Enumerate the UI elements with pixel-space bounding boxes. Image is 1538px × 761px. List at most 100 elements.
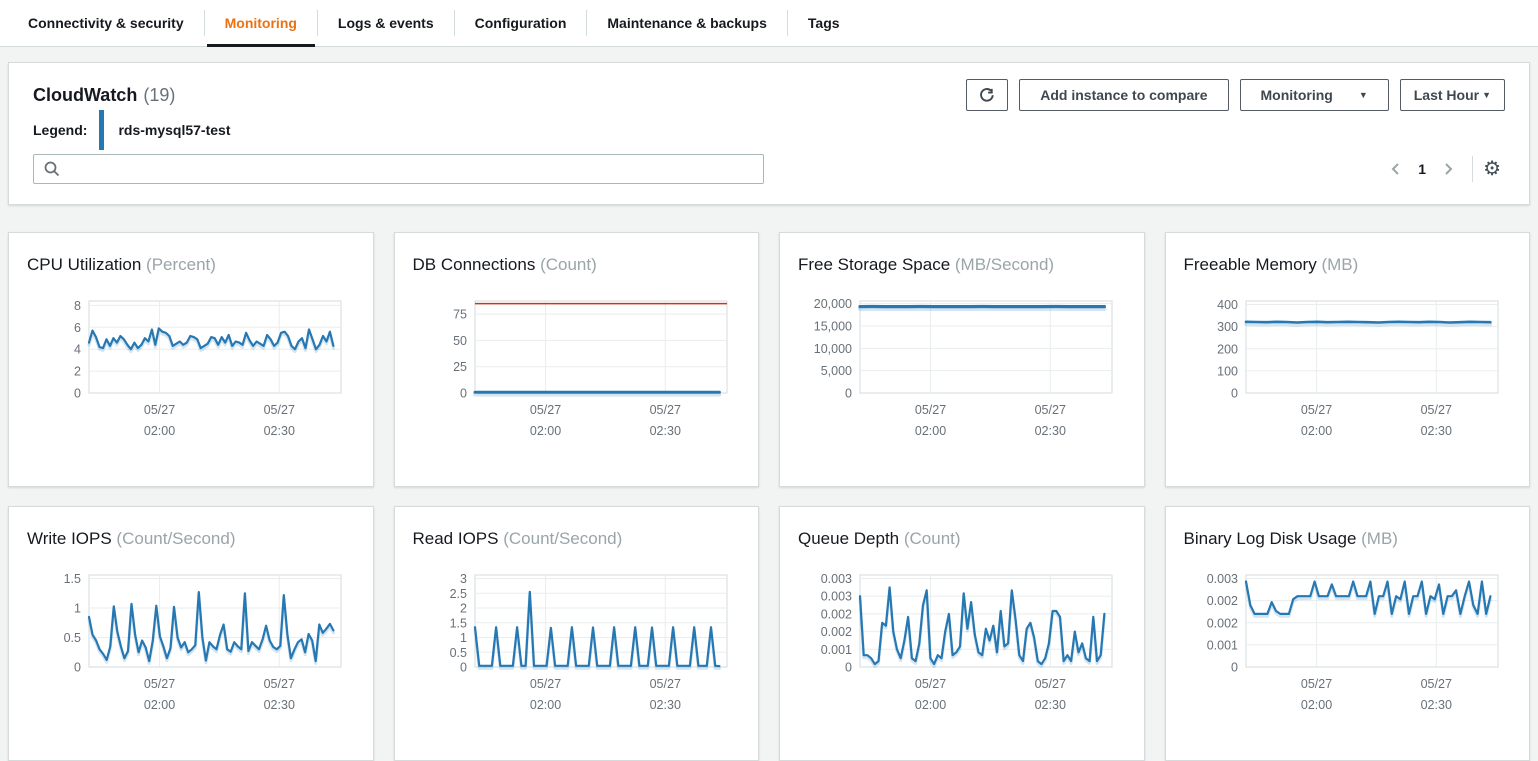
- metric-card-db-connections[interactable]: DB Connections (Count) 0 25 50 75 05/27 02:00 0…: [393, 232, 759, 487]
- pagination: 1 ⚙: [1384, 156, 1505, 182]
- svg-text:05/27: 05/27: [1300, 677, 1331, 691]
- metric-card-write-iops[interactable]: Write IOPS (Count/Second) 0 0.5 1 1.5 05/27 02…: [8, 506, 374, 761]
- previous-page-button[interactable]: [1384, 157, 1408, 181]
- metrics-grid: CPU Utilization (Percent) 0 2 4 6 8 05/27 02:00…: [8, 232, 1530, 761]
- svg-text:02:00: 02:00: [529, 698, 560, 712]
- svg-text:25: 25: [453, 360, 467, 374]
- svg-text:2.5: 2.5: [449, 587, 466, 601]
- legend-row: Legend: rds-mysql57-test: [33, 110, 1505, 150]
- metric-chart-read-iops[interactable]: 00.511.522.53 05/27 02:00 05/27 02:30: [413, 569, 735, 715]
- metric-name: Queue Depth: [798, 529, 900, 548]
- metric-card-queue-depth[interactable]: Queue Depth (Count) 0 0.001 0.002 0.002 0.003…: [779, 506, 1145, 761]
- tab-connectivity-security[interactable]: Connectivity & security: [28, 15, 184, 31]
- svg-text:02:00: 02:00: [144, 424, 175, 438]
- metric-title: Queue Depth (Count): [798, 529, 1124, 549]
- tab-logs-events[interactable]: Logs & events: [337, 15, 434, 31]
- svg-text:0.002: 0.002: [821, 625, 852, 639]
- svg-text:0: 0: [1231, 661, 1238, 675]
- svg-text:0.003: 0.003: [821, 572, 852, 586]
- tab-maintenance-backups[interactable]: Maintenance & backups: [607, 15, 767, 31]
- svg-text:0: 0: [74, 387, 81, 401]
- metric-card-free-storage-space[interactable]: Free Storage Space (MB/Second) 0 5,000 10,0…: [779, 232, 1145, 487]
- svg-text:05/27: 05/27: [1300, 403, 1331, 417]
- search-input[interactable]: [33, 154, 764, 184]
- svg-text:50: 50: [453, 334, 467, 348]
- metric-title: Binary Log Disk Usage (MB): [1184, 529, 1510, 549]
- svg-text:20,000: 20,000: [814, 297, 852, 311]
- metric-title: Write IOPS (Count/Second): [27, 529, 353, 549]
- svg-text:4: 4: [74, 343, 81, 357]
- panel-title: CloudWatch (19): [33, 85, 175, 106]
- svg-text:02:00: 02:00: [1300, 424, 1331, 438]
- metric-chart-queue-depth[interactable]: 0 0.001 0.002 0.002 0.003 0.003 05/27 02:00 05/2…: [798, 569, 1120, 715]
- svg-text:02:00: 02:00: [1300, 698, 1331, 712]
- svg-text:05/27: 05/27: [1420, 403, 1451, 417]
- add-instance-button[interactable]: Add instance to compare: [1019, 79, 1229, 111]
- metric-chart-binary-log-disk-usage[interactable]: 0 0.001 0.002 0.002 0.003 05/27 02:00 05/27 02:3…: [1184, 569, 1506, 715]
- svg-text:02:00: 02:00: [144, 698, 175, 712]
- svg-text:05/27: 05/27: [915, 677, 946, 691]
- chevron-down-icon: ▼: [1482, 90, 1491, 100]
- tab-tags[interactable]: Tags: [807, 15, 840, 31]
- refresh-button[interactable]: [966, 79, 1009, 111]
- svg-text:02:30: 02:30: [649, 698, 680, 712]
- gear-icon[interactable]: ⚙: [1479, 157, 1505, 181]
- svg-text:05/27: 05/27: [529, 677, 560, 691]
- svg-text:2: 2: [74, 365, 81, 379]
- time-range-dropdown-label: Last Hour: [1413, 87, 1480, 103]
- svg-text:75: 75: [453, 308, 467, 322]
- svg-text:8: 8: [74, 299, 81, 313]
- panel-title-text: CloudWatch: [33, 84, 138, 105]
- metric-chart-freeable-memory[interactable]: 0 100 200 300 400 05/27 02:00 05/27 02:30: [1184, 295, 1506, 441]
- svg-text:0.002: 0.002: [1206, 616, 1237, 630]
- svg-text:0.003: 0.003: [821, 590, 852, 604]
- monitoring-dropdown[interactable]: Monitoring ▼: [1239, 79, 1389, 111]
- search-icon: [44, 161, 60, 177]
- metric-chart-write-iops[interactable]: 0 0.5 1 1.5 05/27 02:00 05/27 02:30: [27, 569, 349, 715]
- metric-card-cpu-utilization[interactable]: CPU Utilization (Percent) 0 2 4 6 8 05/27 02:00…: [8, 232, 374, 487]
- tab-divider: [316, 10, 318, 36]
- svg-text:300: 300: [1217, 320, 1238, 334]
- svg-text:05/27: 05/27: [144, 403, 175, 417]
- metric-chart-db-connections[interactable]: 0 25 50 75 05/27 02:00 05/27 02:30: [413, 295, 735, 441]
- legend-color-bar: [99, 110, 105, 150]
- metric-unit: (Count/Second): [498, 529, 623, 548]
- svg-text:02:30: 02:30: [1420, 698, 1451, 712]
- svg-text:0: 0: [460, 661, 467, 675]
- metric-card-freeable-memory[interactable]: Freeable Memory (MB) 0 100 200 300 400 05/27 02…: [1164, 232, 1530, 487]
- svg-text:0: 0: [845, 661, 852, 675]
- metric-chart-cpu-utilization[interactable]: 0 2 4 6 8 05/27 02:00 05/27 02:30: [27, 295, 349, 441]
- metric-name: Free Storage Space: [798, 255, 951, 274]
- tab-bar: Connectivity & security Monitoring Logs & …: [0, 0, 1538, 47]
- svg-text:05/27: 05/27: [264, 403, 295, 417]
- svg-text:05/27: 05/27: [264, 677, 295, 691]
- next-page-button[interactable]: [1436, 157, 1460, 181]
- svg-text:0.5: 0.5: [64, 631, 81, 645]
- svg-text:0.001: 0.001: [821, 643, 852, 657]
- legend-instance-name: rds-mysql57-test: [118, 122, 231, 138]
- metric-name: Write IOPS: [27, 529, 112, 548]
- time-range-dropdown[interactable]: Last Hour ▼: [1399, 79, 1505, 111]
- svg-text:05/27: 05/27: [144, 677, 175, 691]
- svg-text:05/27: 05/27: [1035, 677, 1066, 691]
- metric-card-binary-log-disk-usage[interactable]: Binary Log Disk Usage (MB) 0 0.001 0.002 0.0…: [1164, 506, 1530, 761]
- svg-text:0.002: 0.002: [821, 607, 852, 621]
- tab-configuration[interactable]: Configuration: [474, 15, 567, 31]
- tab-monitoring[interactable]: Monitoring: [205, 0, 317, 47]
- svg-text:2: 2: [460, 602, 467, 616]
- metric-card-read-iops[interactable]: Read IOPS (Count/Second) 0 0.5 1 1.5 2 2.5 3 05/…: [393, 506, 759, 761]
- svg-text:1.5: 1.5: [64, 572, 81, 586]
- svg-text:02:00: 02:00: [915, 424, 946, 438]
- svg-text:02:30: 02:30: [1035, 698, 1066, 712]
- metric-name: DB Connections: [412, 255, 536, 274]
- metric-chart-free-storage-space[interactable]: 0 5,000 10,000 15,000 20,000 05/27 02:00 05/27 0…: [798, 295, 1120, 441]
- svg-text:0.5: 0.5: [449, 646, 466, 660]
- metric-title: DB Connections (Count): [413, 255, 739, 275]
- tab-divider: [786, 10, 788, 36]
- svg-text:02:30: 02:30: [649, 424, 680, 438]
- svg-text:400: 400: [1217, 298, 1238, 312]
- svg-text:0.002: 0.002: [1206, 594, 1237, 608]
- metric-unit: (Count): [535, 255, 597, 274]
- svg-text:05/27: 05/27: [915, 403, 946, 417]
- metric-title: Read IOPS (Count/Second): [413, 529, 739, 549]
